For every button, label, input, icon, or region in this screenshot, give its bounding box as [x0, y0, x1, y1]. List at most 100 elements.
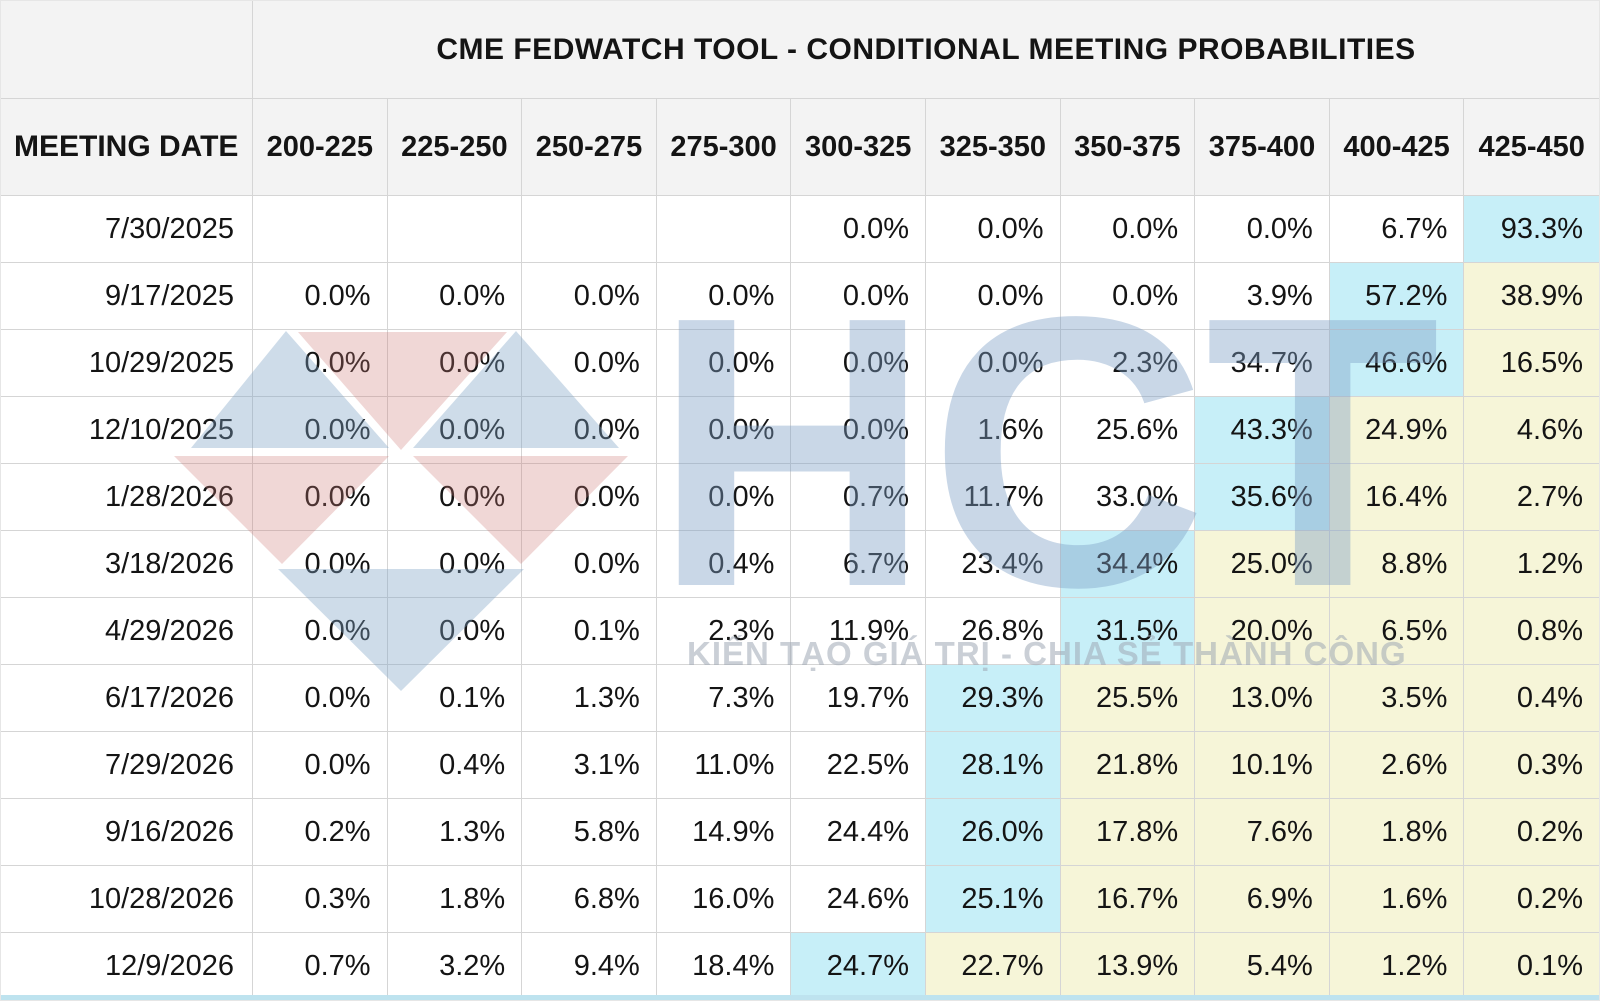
probability-cell: 0.3% [1464, 732, 1599, 799]
probability-cell: 0.0% [656, 330, 792, 397]
probability-cell: 0.1% [522, 598, 657, 665]
probability-cell: 1.6% [926, 397, 1061, 464]
probability-cell: 22.5% [791, 732, 926, 799]
probability-cell: 5.4% [1195, 933, 1330, 1000]
probability-cell: 3.2% [387, 933, 523, 1000]
probability-cell: 26.8% [926, 598, 1061, 665]
probability-cell: 46.6% [1329, 330, 1465, 397]
title-corner-cell [1, 1, 253, 99]
meeting-date-cell: 10/28/2026 [1, 866, 253, 933]
table-body: 7/30/2025 0.0% 0.0% 0.0% 0.0% 6.7% 93.3% 9/17/2… [1, 196, 1599, 1000]
probability-cell: 6.7% [791, 531, 926, 598]
meeting-date-cell: 9/16/2026 [1, 799, 253, 866]
probability-cell: 35.6% [1195, 464, 1330, 531]
probability-cell: 3.9% [1195, 263, 1330, 330]
probability-cell: 0.0% [522, 263, 657, 330]
probability-cell: 0.0% [1195, 196, 1330, 263]
probability-cell: 2.3% [656, 598, 792, 665]
meeting-date-cell: 12/9/2026 [1, 933, 253, 1000]
probability-cell: 34.7% [1195, 330, 1330, 397]
probability-cell: 0.2% [253, 799, 388, 866]
probability-cell: 22.7% [926, 933, 1061, 1000]
probability-cell: 0.0% [926, 330, 1061, 397]
probability-cell [522, 196, 657, 263]
table-row: 6/17/2026 0.0% 0.1% 1.3% 7.3% 19.7% 29.3% 25.5%… [1, 665, 1599, 732]
probability-cell: 10.1% [1195, 732, 1330, 799]
probability-cell: 0.0% [1060, 196, 1196, 263]
probability-cell: 0.3% [253, 866, 388, 933]
probability-cell: 0.0% [387, 464, 523, 531]
probability-cell: 1.2% [1464, 531, 1599, 598]
probability-cell: 21.8% [1060, 732, 1196, 799]
table-row: 3/18/2026 0.0% 0.0% 0.0% 0.4% 6.7% 23.4% 34.4% 2… [1, 531, 1599, 598]
probability-cell: 0.0% [791, 397, 926, 464]
probability-cell: 0.2% [1464, 799, 1599, 866]
probability-cell: 0.0% [522, 397, 657, 464]
probability-cell: 24.4% [791, 799, 926, 866]
table-title: CME FEDWATCH TOOL - CONDITIONAL MEETING … [253, 1, 1599, 99]
probability-cell: 57.2% [1329, 263, 1465, 330]
probability-cell: 31.5% [1060, 598, 1196, 665]
probability-cell: 11.9% [791, 598, 926, 665]
probability-cell: 14.9% [656, 799, 792, 866]
table-row: 12/10/2025 0.0% 0.0% 0.0% 0.0% 0.0% 1.6% 25.6% 4… [1, 397, 1599, 464]
probability-cell: 13.9% [1060, 933, 1196, 1000]
probability-cell: 0.0% [656, 464, 792, 531]
probability-cell: 17.8% [1060, 799, 1196, 866]
meeting-date-cell: 9/17/2025 [1, 263, 253, 330]
probability-cell: 1.6% [1329, 866, 1465, 933]
probability-cell: 0.0% [253, 665, 388, 732]
probability-cell: 6.8% [522, 866, 657, 933]
probability-cell: 7.6% [1195, 799, 1330, 866]
rate-range-column-header: 400-425 [1329, 99, 1465, 196]
probability-cell: 0.0% [387, 330, 523, 397]
probability-cell: 18.4% [656, 933, 792, 1000]
probability-cell: 11.7% [926, 464, 1061, 531]
probability-cell: 7.3% [656, 665, 792, 732]
probability-cell: 20.0% [1195, 598, 1330, 665]
probability-cell: 3.5% [1329, 665, 1465, 732]
rate-range-column-header: 375-400 [1195, 99, 1330, 196]
probability-cell: 0.0% [1060, 263, 1196, 330]
probability-cell: 8.8% [1329, 531, 1465, 598]
probability-cell: 2.6% [1329, 732, 1465, 799]
probability-cell [387, 196, 523, 263]
rate-range-column-header: 425-450 [1464, 99, 1599, 196]
rate-range-column-header: 225-250 [387, 99, 523, 196]
probability-cell: 0.4% [1464, 665, 1599, 732]
probability-cell: 93.3% [1464, 196, 1599, 263]
rate-range-column-header: 350-375 [1060, 99, 1196, 196]
probability-cell: 0.7% [253, 933, 388, 1000]
probability-cell: 19.7% [791, 665, 926, 732]
probability-cell: 1.8% [387, 866, 523, 933]
probability-cell: 0.8% [1464, 598, 1599, 665]
title-row: CME FEDWATCH TOOL - CONDITIONAL MEETING … [1, 1, 1599, 99]
probability-cell: 0.0% [522, 464, 657, 531]
probability-cell: 0.0% [791, 330, 926, 397]
probability-cell: 0.0% [253, 598, 388, 665]
meeting-date-cell: 1/28/2026 [1, 464, 253, 531]
probability-cell: 24.9% [1329, 397, 1465, 464]
probability-cell: 0.7% [791, 464, 926, 531]
probability-cell: 6.9% [1195, 866, 1330, 933]
probability-cell: 0.0% [791, 196, 926, 263]
probability-cell: 16.4% [1329, 464, 1465, 531]
probability-cell: 1.2% [1329, 933, 1465, 1000]
table-row: 9/17/2025 0.0% 0.0% 0.0% 0.0% 0.0% 0.0% 0.0% 3.9… [1, 263, 1599, 330]
probability-cell: 0.0% [926, 263, 1061, 330]
probability-cell: 24.6% [791, 866, 926, 933]
table-row: 4/29/2026 0.0% 0.0% 0.1% 2.3% 11.9% 26.8% 31.5%… [1, 598, 1599, 665]
probability-cell: 43.3% [1195, 397, 1330, 464]
probability-cell: 0.0% [387, 598, 523, 665]
probability-cell: 26.0% [926, 799, 1061, 866]
probability-cell: 5.8% [522, 799, 657, 866]
probability-cell: 25.6% [1060, 397, 1196, 464]
probability-cell: 4.6% [1464, 397, 1599, 464]
probability-cell: 25.5% [1060, 665, 1196, 732]
probability-cell: 0.0% [387, 397, 523, 464]
meeting-date-cell: 10/29/2025 [1, 330, 253, 397]
table-row: 7/30/2025 0.0% 0.0% 0.0% 0.0% 6.7% 93.3% [1, 196, 1599, 263]
probability-cell: 0.0% [253, 263, 388, 330]
meeting-date-cell: 12/10/2025 [1, 397, 253, 464]
probability-cell: 0.1% [387, 665, 523, 732]
